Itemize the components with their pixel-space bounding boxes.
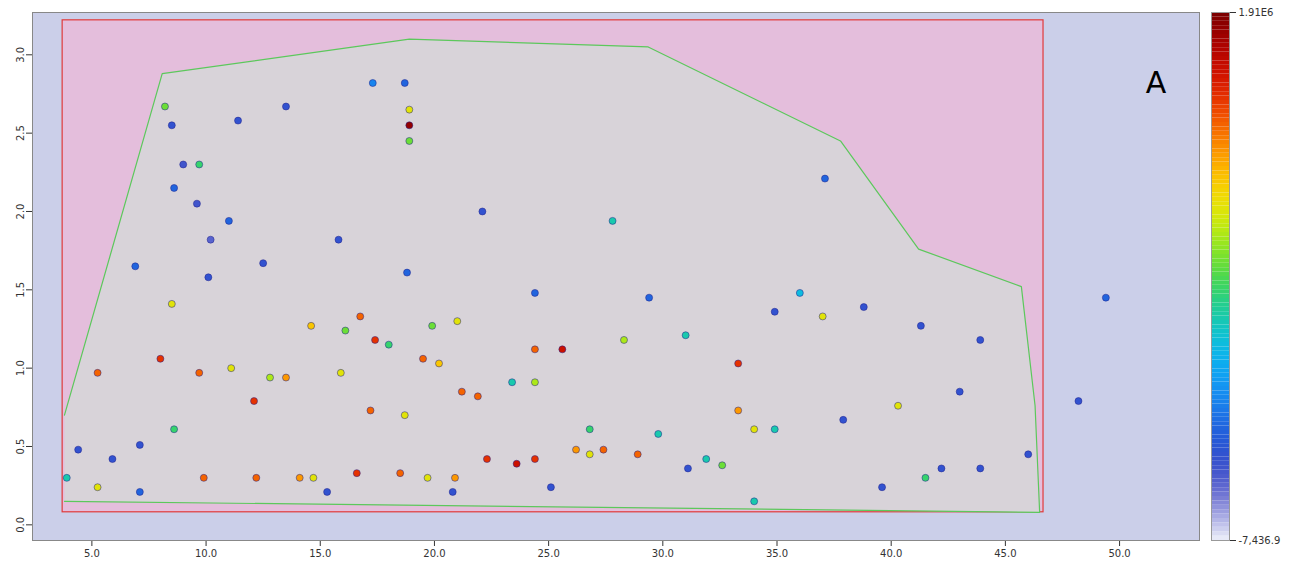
svg-text:A: A (1146, 65, 1167, 100)
svg-text:40.0: 40.0 (880, 548, 902, 559)
svg-text:10.0: 10.0 (195, 548, 217, 559)
svg-text:20.0: 20.0 (423, 548, 445, 559)
svg-text:0.5: 0.5 (15, 439, 26, 455)
svg-text:0.0: 0.0 (15, 517, 26, 533)
svg-text:15.0: 15.0 (309, 548, 331, 559)
svg-text:35.0: 35.0 (766, 548, 788, 559)
svg-text:2.0: 2.0 (15, 204, 26, 220)
svg-text:2.5: 2.5 (15, 125, 26, 141)
svg-text:1.91E6: 1.91E6 (1239, 7, 1274, 18)
svg-text:5.0: 5.0 (84, 548, 100, 559)
svg-text:45.0: 45.0 (994, 548, 1016, 559)
svg-text:30.0: 30.0 (652, 548, 674, 559)
svg-text:50.0: 50.0 (1108, 548, 1130, 559)
svg-text:-7,436.9: -7,436.9 (1239, 535, 1281, 546)
svg-text:1.5: 1.5 (15, 282, 26, 298)
svg-text:1.0: 1.0 (15, 360, 26, 376)
svg-text:25.0: 25.0 (537, 548, 559, 559)
svg-text:3.0: 3.0 (15, 47, 26, 63)
